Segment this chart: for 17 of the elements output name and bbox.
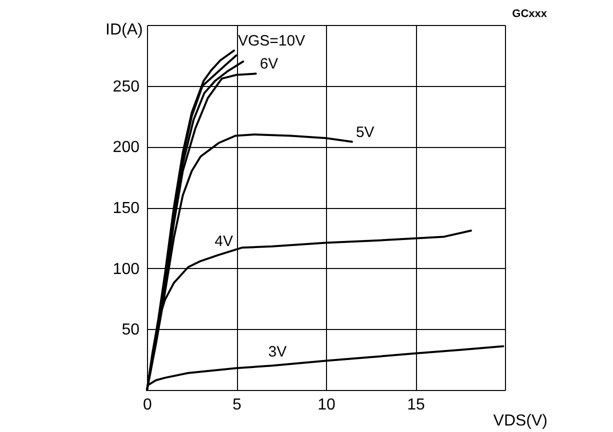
y-tick-label: 250 [112,78,140,96]
y-axis-title: ID(A) [106,22,143,38]
series-label: 5V [356,124,374,141]
y-tick-label: 100 [112,260,140,278]
x-tick-label: 10 [318,396,336,414]
y-tick-label: 200 [112,139,140,156]
series-label: 6V [260,56,278,73]
x-tick-label: 15 [407,396,425,414]
series-label: 4V [214,232,233,250]
text: GCxxx [512,8,548,20]
x-tick-label: 0 [143,396,152,414]
series-label: VGS=10V [238,32,306,50]
x-axis-title: VDS(V) [493,412,548,430]
series-label: 3V [268,344,287,361]
x-tick-label: 5 [232,396,242,414]
y-tick-label: 150 [112,200,140,217]
y-tick-label: 50 [122,322,140,339]
